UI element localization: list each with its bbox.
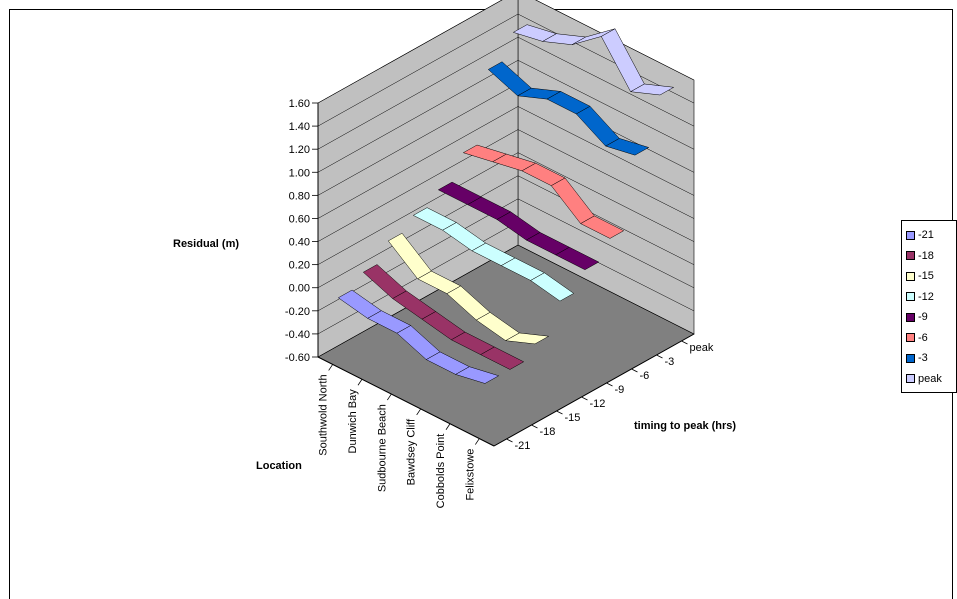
series-ribbons [337, 24, 675, 384]
ribbon-segment [480, 346, 525, 370]
series--9 [437, 181, 600, 271]
y-tick-label: -0.20 [285, 306, 310, 318]
y-gridline [317, 106, 695, 219]
series--6 [462, 144, 625, 239]
legend-label: -3 [918, 352, 928, 365]
axes [317, 103, 695, 447]
series-peak [512, 24, 675, 96]
legend-swatch [906, 374, 915, 384]
y-tick-label: 1.40 [289, 121, 310, 133]
depth-tick-label: -12 [590, 398, 606, 410]
legend-swatch [906, 312, 915, 322]
ribbon-segment [504, 332, 550, 345]
gridlines [312, 0, 695, 358]
legend-swatch [906, 353, 915, 363]
depth-tick [656, 354, 663, 359]
legend-label: -15 [918, 270, 934, 283]
x-tick-label: Cobbolds Point [435, 434, 447, 509]
legend-item: -3 [902, 348, 956, 369]
y-gridline [317, 59, 695, 173]
series--15 [387, 232, 550, 345]
depth-tick [681, 340, 688, 345]
y-tick-label: -0.60 [285, 352, 310, 364]
y-tick-label: 1.00 [289, 167, 310, 179]
x-tick-label: Felixstowe [464, 449, 476, 501]
y-gridline [317, 129, 695, 242]
ribbon-segment [454, 366, 500, 384]
depth-tick [631, 368, 638, 373]
depth-tick-label: peak [690, 342, 714, 354]
y-tick-label: 0.40 [289, 237, 310, 249]
legend-label: -18 [918, 249, 934, 262]
legend-label: -21 [918, 229, 934, 242]
y-gridline [317, 0, 695, 104]
y-tick-label: 1.20 [289, 144, 310, 156]
depth-tick-label: -18 [540, 426, 556, 438]
x-axis-line [317, 356, 495, 447]
y-tick-label: 0.20 [289, 260, 310, 272]
legend-item: -9 [902, 307, 956, 328]
depth-tick-label: -9 [615, 384, 625, 396]
y-gridline [317, 175, 695, 288]
depth-axis-line [493, 333, 695, 447]
x-tick-label: Bawdsey Cliff [406, 418, 418, 485]
series--12 [412, 207, 575, 302]
ribbon-segment [604, 138, 650, 156]
legend-swatch [906, 292, 915, 302]
y-gridline [317, 152, 695, 265]
depth-axis-title: timing to peak (hrs) [634, 420, 736, 432]
y-tick-label: 1.60 [289, 98, 310, 110]
legend-swatch [906, 251, 915, 261]
series--18 [362, 264, 525, 370]
y-tick-label: 0.60 [289, 213, 310, 225]
x-tick [416, 408, 421, 416]
y-tick-label: -0.40 [285, 329, 310, 341]
depth-tick [556, 410, 563, 415]
x-axis-title: Location [256, 460, 302, 472]
legend-item: -6 [902, 328, 956, 349]
ribbon-segment [629, 83, 675, 96]
y-tick-label: 0.80 [289, 190, 310, 202]
tick-labels: 1.60 1.40 1.20 1.00 0.80 0.60 0.40 0.20 0.00 -0.2… [285, 98, 714, 508]
legend-label: -12 [918, 290, 934, 303]
x-tick [328, 364, 333, 371]
depth-tick [581, 396, 588, 401]
legend-item: -21 [902, 225, 956, 246]
legend-item: -15 [902, 266, 956, 287]
y-gridline [317, 36, 695, 150]
x-tick-label: Southwold North [318, 374, 330, 455]
x-tick [357, 379, 363, 386]
depth-tick-label: -21 [515, 440, 531, 452]
legend-swatch [906, 230, 915, 240]
legend-label: -9 [918, 311, 928, 324]
x-tick-label: Dunwich Bay [347, 389, 359, 454]
ribbon-segment [580, 215, 625, 239]
series--21 [337, 289, 500, 384]
depth-tick [606, 382, 613, 387]
y-tick-label: 0.00 [289, 283, 310, 295]
series--3 [487, 61, 650, 156]
depth-tick-label: -6 [640, 370, 650, 382]
depth-tick-label: -3 [665, 356, 675, 368]
legend-swatch [906, 271, 915, 281]
depth-tick [506, 438, 513, 443]
depth-tick-label: -15 [565, 412, 581, 424]
legend: -21 -18 -15 -12 -9 -6 -3 peak [901, 220, 957, 393]
legend-item: -12 [902, 287, 956, 308]
legend-item: peak [902, 369, 956, 390]
x-tick [387, 393, 392, 401]
depth-tick [531, 424, 538, 429]
x-tick [475, 438, 480, 445]
legend-item: -18 [902, 246, 956, 267]
x-tick [445, 423, 451, 430]
legend-label: peak [918, 372, 942, 385]
ribbon-segment [555, 246, 600, 271]
legend-label: -6 [918, 331, 928, 344]
ribbon-segment [530, 272, 575, 302]
x-tick-label: Sudbourne Beach [376, 404, 388, 492]
legend-swatch [906, 333, 915, 343]
y-axis-title: Residual (m) [173, 238, 239, 250]
